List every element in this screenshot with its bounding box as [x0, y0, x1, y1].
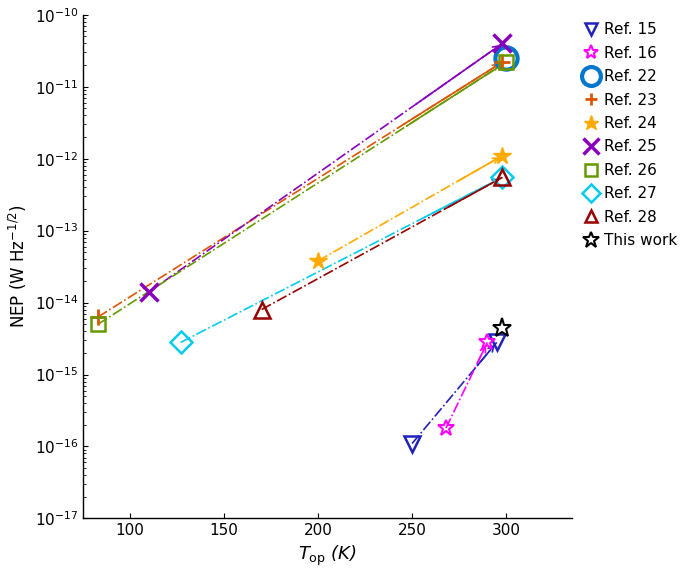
Legend: Ref. 15, Ref. 16, Ref. 22, Ref. 23, Ref. 24, Ref. 25, Ref. 26, Ref. 27, Ref. 28,: Ref. 15, Ref. 16, Ref. 22, Ref. 23, Ref.…	[584, 22, 677, 248]
Y-axis label: NEP (W Hz$^{-1/2}$): NEP (W Hz$^{-1/2}$)	[7, 205, 29, 328]
X-axis label: $T_{\mathrm{op}}$ (K): $T_{\mathrm{op}}$ (K)	[298, 544, 357, 568]
